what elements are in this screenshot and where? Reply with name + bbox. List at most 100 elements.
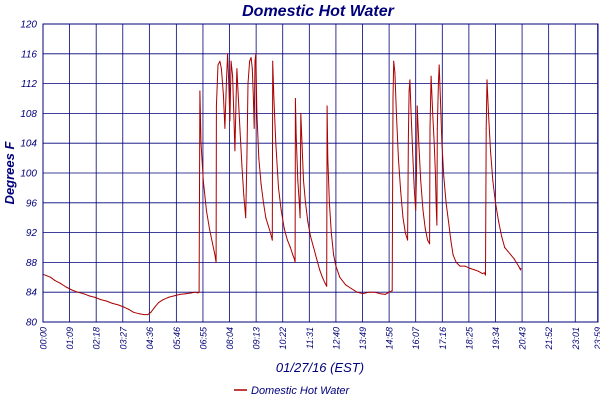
data-point [441,142,443,144]
data-point [235,98,237,99]
y-tick-label: 100 [20,169,37,180]
series-line [42,53,522,316]
data-point [393,60,395,62]
data-point [407,135,409,137]
data-point [230,60,232,62]
x-axis-ticks: 00:00 01:09 02:18 03:27 04:36 05:46 06:55 08:04… [39,326,600,351]
legend: Domestic Hot Water [234,385,351,397]
data-point [452,254,454,256]
data-point [217,64,219,66]
data-point [232,75,234,77]
data-point [474,269,476,271]
data-point [243,194,245,196]
data-point [247,83,249,85]
data-point [286,239,288,241]
x-tick-label: 23:59 [593,327,600,351]
data-point [510,254,512,256]
data-point [434,172,436,174]
x-tick-label: 14:58 [385,327,395,350]
data-point [94,296,96,298]
data-point [391,290,393,292]
data-point [448,220,449,222]
data-point [515,261,517,263]
data-point [254,60,256,62]
data-point [106,300,108,302]
data-point [236,68,238,70]
data-point [209,228,210,230]
data-point [388,291,390,293]
data-point [154,306,156,308]
x-tick-label: 11:31 [305,327,315,349]
data-point [65,286,67,288]
data-point [199,90,201,92]
data-point [249,60,251,62]
data-point [408,90,410,92]
data-point [418,142,420,144]
data-point [328,202,330,204]
x-tick-label: 19:34 [491,327,501,350]
data-point [215,261,217,263]
data-point [117,304,119,306]
data-point [77,291,79,293]
data-point [439,98,441,99]
data-point [326,285,328,287]
data-point [335,265,337,267]
data-point [111,302,113,304]
y-axis-label: Degrees F [2,141,17,205]
data-point [445,202,447,204]
data-point [215,105,217,107]
data-point [59,282,61,284]
data-point [485,127,487,129]
data-point [481,273,483,275]
data-point [327,157,329,159]
data-point [464,265,466,267]
x-tick-label: 20:43 [518,327,528,351]
x-tick-label: 10:22 [278,327,288,350]
data-point [280,209,282,211]
legend-label: Domestic Hot Water [251,385,351,397]
data-point [229,120,231,122]
data-point [185,293,187,295]
data-point [407,239,409,241]
data-point [310,235,311,237]
data-point [410,112,412,114]
data-point [234,150,236,152]
y-axis-ticks: 80 84 88 92 96 100 104 108 112 116 120 [20,20,37,329]
x-tick-label: 23:01 [571,327,581,351]
x-tick-label: 12:40 [331,327,341,350]
data-point [150,311,152,313]
x-tick-label: 16:07 [411,326,421,350]
x-tick-label: 03:27 [118,326,128,350]
data-point [436,127,438,129]
x-tick-label: 21:52 [544,327,554,351]
data-point [404,232,406,234]
data-point [356,291,358,293]
y-tick-label: 112 [21,79,37,90]
data-point [409,79,411,81]
data-point [368,291,370,293]
data-point [46,275,48,277]
y-tick-label: 108 [20,109,37,120]
x-tick-label: 09:13 [252,327,262,350]
data-point [307,220,309,222]
data-point [54,279,56,281]
data-point [138,313,140,315]
data-point [520,269,521,271]
data-point [424,228,426,230]
data-point [273,98,275,99]
data-point [219,60,221,62]
data-point [294,261,296,263]
data-point [250,57,252,58]
data-point [263,202,264,204]
y-tick-label: 104 [20,139,37,150]
data-point [167,296,169,298]
data-point [226,79,227,81]
data-point [504,247,506,248]
x-tick-label: 01:09 [65,327,75,350]
data-point [260,183,262,185]
data-point [205,209,207,211]
data-point [436,224,438,226]
data-point [483,272,485,274]
data-point [427,239,429,241]
data-point [299,217,301,219]
